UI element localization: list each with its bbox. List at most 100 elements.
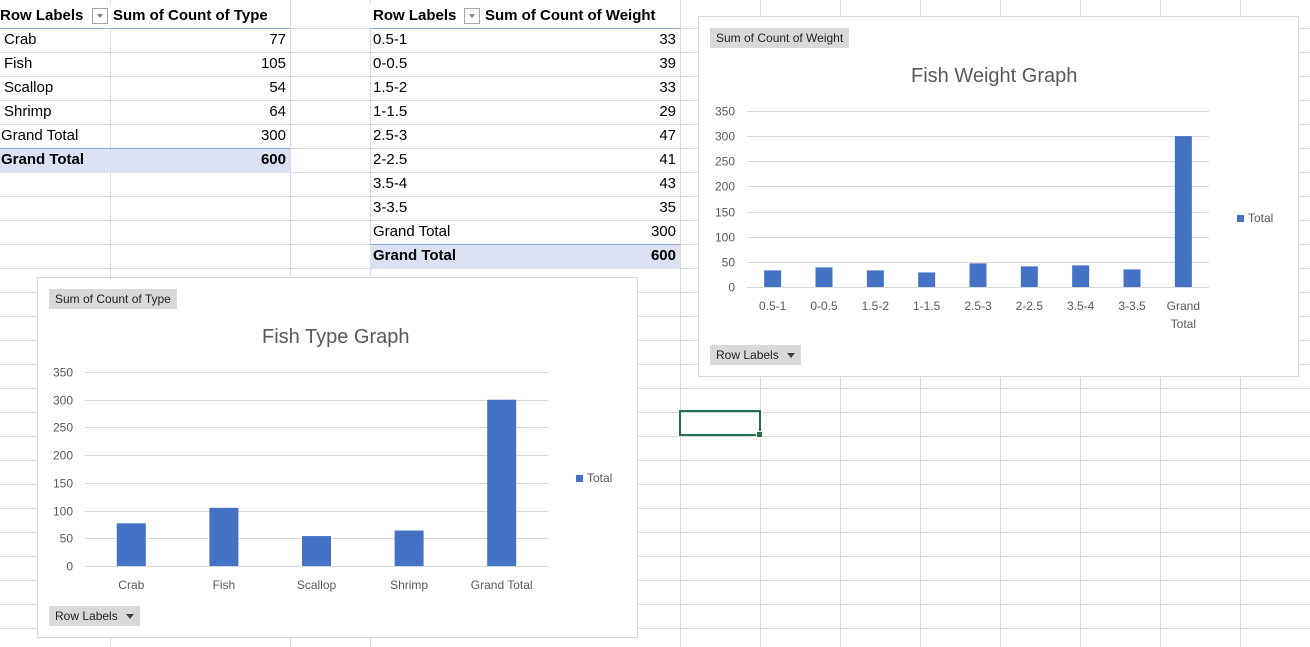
axis-field-button[interactable]: Row Labels (710, 345, 801, 365)
pivot-type-inner-total-label[interactable]: Grand Total (1, 127, 79, 144)
bar (1123, 269, 1141, 287)
pivot-weight-row-value[interactable]: 47 (659, 127, 676, 144)
pivot-type-row-value[interactable]: 64 (269, 103, 286, 120)
pivot-type-value-header[interactable]: Sum of Count of Type (113, 7, 268, 24)
pivot-type-row-label[interactable]: Scallop (4, 79, 54, 96)
y-tick-label: 50 (60, 532, 74, 546)
pivot-weight-inner-total-label[interactable]: Grand Total (373, 223, 451, 240)
pivot-table-type[interactable]: Row Labels Sum of Count of Type Crab 77 … (0, 4, 290, 174)
y-tick-label: 100 (715, 231, 735, 245)
pivot-weight-row-label[interactable]: 0-0.5 (373, 55, 408, 72)
chart-legend[interactable]: Total (1237, 211, 1273, 225)
fish-weight-chart[interactable]: Sum of Count of Weight Fish Weight Graph… (698, 16, 1299, 377)
bar (764, 270, 782, 287)
x-tick-label: 1-1.5 (913, 299, 941, 313)
legend-swatch-icon (576, 475, 583, 483)
y-tick-label: 50 (722, 256, 736, 270)
x-tick-label: 3.5-4 (1067, 299, 1095, 313)
bar (487, 399, 517, 566)
bar (302, 536, 331, 566)
pivot-weight-row-value[interactable]: 43 (659, 175, 676, 192)
x-tick-label: 3-3.5 (1118, 299, 1146, 313)
chart-legend[interactable]: Total (576, 471, 612, 485)
pivot-weight-row-label[interactable]: 2.5-3 (373, 127, 408, 144)
y-tick-label: 200 (53, 449, 73, 463)
pivot-weight-grand-total-value[interactable]: 600 (650, 247, 676, 264)
pivot-table-weight[interactable]: Row Labels Sum of Count of Weight 0.5-1 … (370, 4, 680, 270)
pivot-type-row-labels-header[interactable]: Row Labels (0, 7, 84, 24)
bar (116, 523, 146, 566)
pivot-type-grand-total-value[interactable]: 600 (260, 151, 286, 168)
bar (209, 507, 239, 566)
legend-swatch-icon (1237, 215, 1244, 223)
axis-field-label: Row Labels (716, 348, 779, 362)
y-tick-label: 300 (53, 394, 73, 408)
bar (815, 267, 833, 287)
value-field-button[interactable]: Sum of Count of Weight (710, 28, 850, 48)
pivot-weight-row-value[interactable]: 29 (659, 103, 676, 120)
x-tick-label: Scallop (297, 578, 337, 592)
y-tick-label: 350 (715, 105, 735, 119)
y-tick-label: 0 (66, 560, 73, 574)
pivot-weight-row-value[interactable]: 33 (659, 79, 676, 96)
chart-title[interactable]: Fish Weight Graph (911, 65, 1078, 87)
axis-field-button[interactable]: Row Labels (49, 606, 140, 626)
pivot-weight-row-value[interactable]: 39 (659, 55, 676, 72)
dropdown-arrow-icon[interactable] (786, 353, 795, 359)
x-tick-label: 1.5-2 (862, 299, 890, 313)
pivot-type-row-label[interactable]: Shrimp (4, 103, 52, 120)
pivot-weight-row-label[interactable]: 1.5-2 (373, 79, 408, 96)
bar (918, 272, 936, 287)
legend-label: Total (587, 471, 613, 485)
pivot-weight-header-row (370, 4, 680, 29)
bar (969, 263, 987, 287)
pivot-type-filter-dropdown[interactable] (92, 8, 108, 24)
pivot-type-grand-total-row (0, 148, 290, 173)
pivot-type-inner-total-value[interactable]: 300 (260, 127, 286, 144)
pivot-weight-value-header[interactable]: Sum of Count of Weight (485, 7, 656, 24)
pivot-weight-row-label[interactable]: 0.5-1 (373, 31, 408, 48)
x-tick-label: Grand Total (471, 578, 533, 592)
dropdown-arrow-icon[interactable] (125, 614, 134, 620)
pivot-type-row-label[interactable]: Crab (4, 31, 37, 48)
pivot-type-row-value[interactable]: 77 (269, 31, 286, 48)
pivot-weight-grand-total-label[interactable]: Grand Total (373, 247, 457, 264)
pivot-weight-row-labels-header[interactable]: Row Labels (373, 7, 457, 24)
x-tick-label: Grand (1167, 299, 1200, 313)
active-cell-selection[interactable] (679, 410, 763, 438)
fill-handle[interactable] (756, 431, 763, 438)
x-tick-label: Fish (213, 578, 236, 592)
pivot-type-row-value[interactable]: 105 (260, 55, 286, 72)
pivot-weight-row-value[interactable]: 33 (659, 31, 676, 48)
pivot-type-row-value[interactable]: 54 (269, 79, 286, 96)
pivot-type-row-label[interactable]: Fish (4, 55, 33, 72)
chart-plot: 0 50 100 150 200 250 300 350 0.5-1 0-0.5 1.5-2 1-1.… (715, 105, 1209, 331)
bar (1072, 265, 1090, 287)
pivot-weight-inner-total-value[interactable]: 300 (650, 223, 676, 240)
bar (1174, 136, 1192, 287)
pivot-weight-row-value[interactable]: 41 (659, 151, 676, 168)
x-tick-label: 0.5-1 (759, 299, 787, 313)
x-tick-label: 0-0.5 (810, 299, 838, 313)
fish-type-chart[interactable]: Sum of Count of Type Fish Type Graph 0 50… (37, 277, 638, 638)
bar (394, 530, 424, 566)
pivot-weight-row-value[interactable]: 35 (659, 199, 676, 216)
pivot-type-grand-total-label[interactable]: Grand Total (1, 151, 85, 168)
pivot-weight-row-label[interactable]: 3-3.5 (373, 199, 408, 216)
pivot-weight-row-label[interactable]: 3.5-4 (373, 175, 408, 192)
pivot-weight-row-label[interactable]: 1-1.5 (373, 103, 408, 120)
chart-title[interactable]: Fish Type Graph (262, 326, 410, 348)
legend-label: Total (1248, 211, 1274, 225)
bar (866, 270, 884, 287)
x-tick-label: 2.5-3 (964, 299, 992, 313)
axis-field-label: Row Labels (55, 609, 118, 623)
x-tick-label: Crab (118, 578, 144, 592)
pivot-weight-filter-dropdown[interactable] (464, 8, 480, 24)
pivot-weight-row-label[interactable]: 2-2.5 (373, 151, 408, 168)
value-field-button[interactable]: Sum of Count of Type (49, 289, 177, 309)
bar (1020, 266, 1038, 287)
x-tick-label: Total (1171, 317, 1196, 331)
y-tick-label: 150 (53, 477, 73, 491)
x-tick-label: Shrimp (390, 578, 428, 592)
y-tick-label: 250 (53, 421, 73, 435)
